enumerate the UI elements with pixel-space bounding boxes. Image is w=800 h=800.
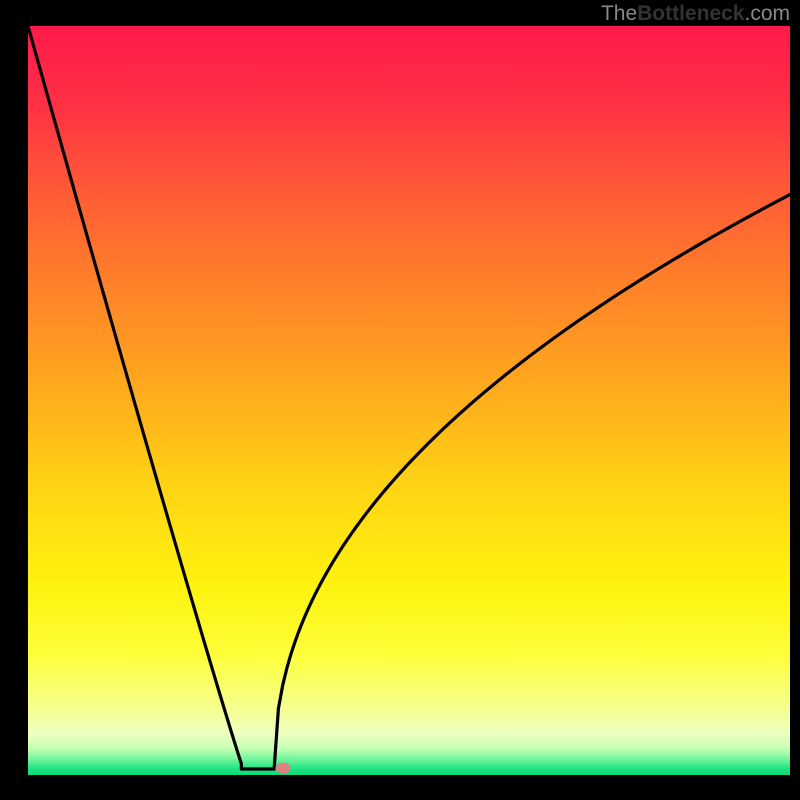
- watermark-strong: Bottleneck: [637, 2, 744, 25]
- watermark-prefix: The: [601, 2, 637, 25]
- gradient-background: [28, 26, 790, 775]
- minimum-marker: [276, 763, 291, 774]
- plot-svg: [28, 26, 790, 775]
- watermark: TheBottleneck.com: [601, 2, 790, 26]
- watermark-suffix: .com: [744, 2, 790, 25]
- plot-area: [28, 26, 790, 775]
